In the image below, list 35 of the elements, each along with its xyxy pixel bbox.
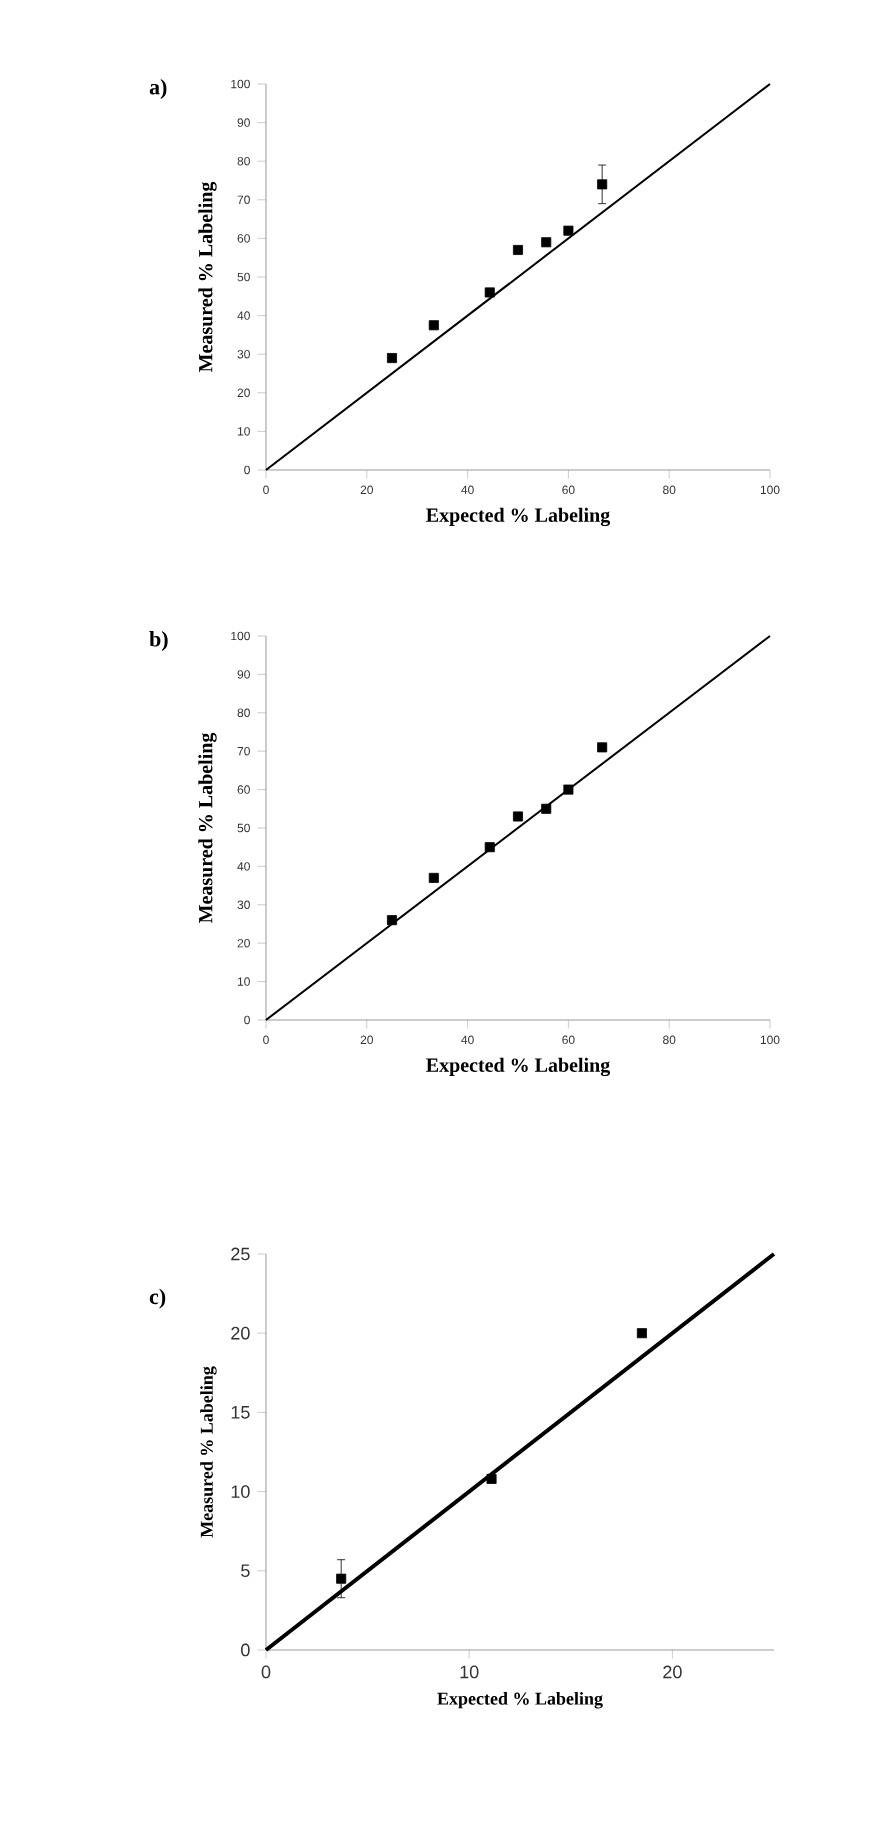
point <box>512 244 523 255</box>
y-tick-label: 10 <box>231 1485 250 1498</box>
chart-title: a) <box>149 79 167 99</box>
y-tick-label: 25 <box>231 1247 250 1261</box>
point <box>597 179 608 190</box>
point <box>484 842 495 853</box>
point <box>636 1328 647 1339</box>
y-tick-label: 5 <box>241 1564 250 1578</box>
point <box>563 225 574 236</box>
y-tick-label: 15 <box>231 1406 250 1419</box>
y-axis-title: Measured % Labeling <box>200 1366 217 1538</box>
point <box>428 872 439 883</box>
point <box>563 784 574 795</box>
point <box>486 1473 497 1484</box>
chart-title: b) <box>149 631 168 651</box>
point <box>386 915 397 926</box>
x-tick-label: 0 <box>261 1665 271 1679</box>
point <box>484 287 495 298</box>
y-tick-label: 0 <box>241 1643 250 1657</box>
x-axis-title: Expected % Labeling <box>437 1692 603 1709</box>
x-tick-label: 10 <box>460 1665 479 1679</box>
y-tick-label: 20 <box>231 1326 250 1340</box>
point <box>428 320 439 331</box>
x-axis-title: Expected % Labeling <box>426 1057 611 1077</box>
y-axis-title: Measured % Labeling <box>198 181 217 373</box>
x-tick-label: 20 <box>663 1665 682 1679</box>
point <box>386 353 397 364</box>
point <box>336 1573 347 1584</box>
point <box>541 803 552 814</box>
text: c) <box>149 1288 166 1309</box>
point <box>541 237 552 248</box>
point <box>512 811 523 822</box>
point <box>597 742 608 753</box>
x-axis-title: Expected % Labeling <box>426 507 611 527</box>
y-axis-title: Measured % Labeling <box>198 732 217 924</box>
